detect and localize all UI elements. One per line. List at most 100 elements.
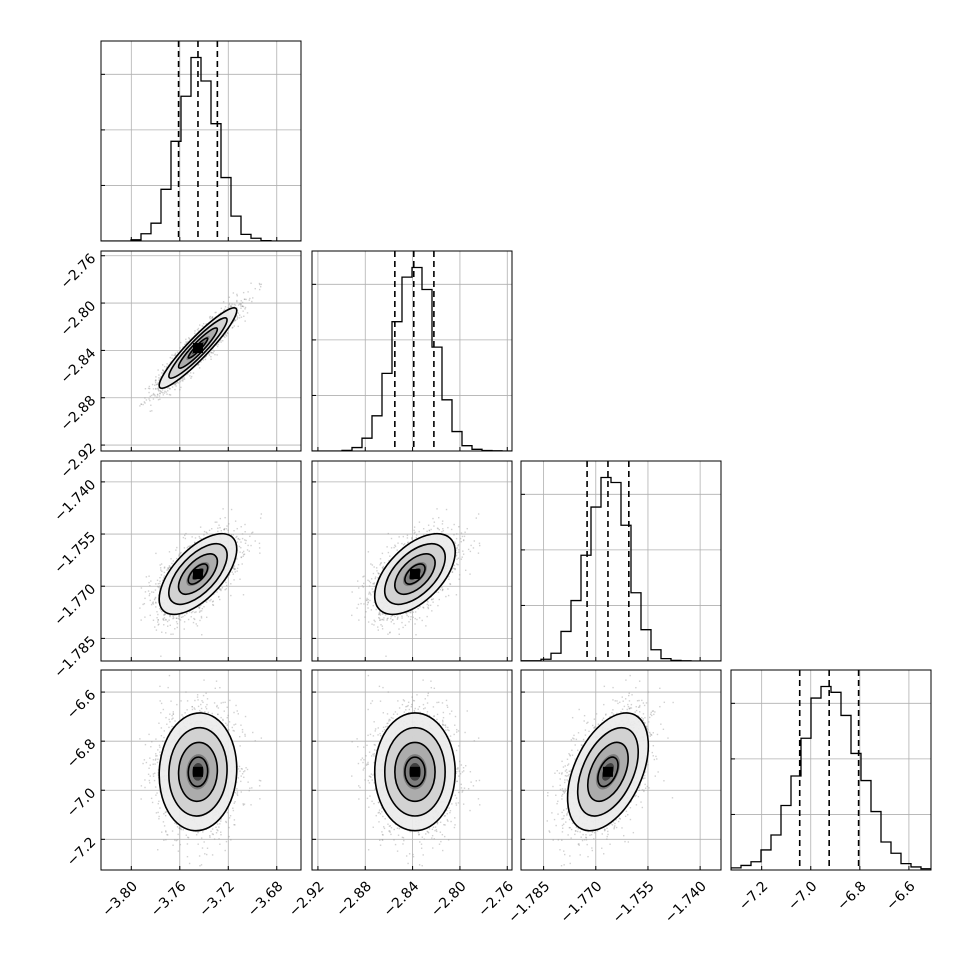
sample-point: [149, 387, 151, 390]
sample-point: [172, 560, 175, 562]
sample-point: [230, 594, 232, 597]
sample-point: [172, 633, 174, 635]
sample-point: [188, 338, 191, 340]
sample-point: [182, 346, 184, 349]
sample-point: [160, 390, 162, 393]
sample-point: [180, 616, 183, 618]
sample-point: [161, 631, 163, 633]
sample-point: [175, 617, 178, 619]
sample-point: [165, 619, 167, 621]
sample-point: [236, 315, 238, 317]
sample-point: [226, 335, 228, 337]
sample-point: [212, 600, 214, 602]
sample-point: [161, 372, 163, 374]
sample-point: [374, 577, 376, 580]
sample-point: [225, 581, 227, 584]
sample-point: [199, 537, 201, 539]
sample-point: [250, 282, 252, 284]
sample-point: [223, 528, 225, 531]
sample-point: [162, 618, 164, 621]
sample-point: [225, 528, 228, 530]
sample-point: [235, 557, 238, 559]
sample-point: [361, 585, 364, 587]
sample-point: [449, 583, 451, 585]
sample-point: [171, 357, 173, 359]
sample-point: [241, 533, 244, 535]
sample-point: [223, 528, 225, 531]
sample-point: [233, 325, 236, 327]
sample-point: [142, 403, 144, 406]
sample-point: [178, 553, 180, 555]
sample-point: [216, 521, 218, 523]
sample-point: [402, 544, 405, 546]
sample-point: [386, 618, 389, 620]
sample-point: [198, 330, 200, 332]
sample-point: [410, 610, 412, 612]
sample-point: [163, 614, 165, 616]
sample-point: [254, 287, 256, 290]
sample-point: [158, 379, 160, 381]
sample-point: [242, 310, 244, 312]
sample-point: [185, 338, 187, 341]
sample-point: [201, 634, 203, 636]
sample-point: [157, 389, 160, 391]
sample-point: [148, 581, 150, 584]
sample-point: [442, 530, 445, 532]
sample-point: [154, 384, 156, 386]
sample-point: [216, 354, 218, 356]
sample-point: [244, 308, 246, 310]
histogram-step: [312, 266, 512, 451]
sample-point: [211, 317, 213, 319]
sample-point: [373, 585, 376, 588]
sample-point: [241, 552, 244, 554]
sample-point: [211, 528, 213, 530]
sample-point: [167, 364, 170, 367]
sample-point: [155, 601, 157, 604]
sample-point: [205, 600, 207, 603]
sample-point: [251, 532, 253, 534]
sample-point: [230, 305, 232, 307]
sample-point: [197, 363, 199, 366]
sample-point: [210, 358, 212, 360]
sample-point: [455, 549, 457, 552]
sample-point: [172, 615, 174, 618]
sample-point: [213, 593, 215, 595]
sample-point: [219, 598, 221, 601]
sample-point: [164, 390, 166, 393]
sample-point: [169, 566, 172, 569]
sample-point: [143, 401, 146, 403]
sample-point: [239, 538, 241, 541]
sample-point: [155, 606, 157, 608]
panel-frame: [100, 40, 302, 242]
sample-point: [195, 611, 197, 613]
sample-point: [170, 360, 172, 363]
panel-frame: [311, 250, 513, 452]
sample-point: [159, 580, 161, 582]
sample-point: [199, 604, 201, 607]
sample-point: [241, 305, 243, 307]
sample-point: [169, 615, 171, 618]
sample-point: [157, 621, 159, 623]
sample-point: [380, 624, 382, 626]
sample-point: [163, 571, 166, 574]
sample-point: [209, 315, 212, 318]
sample-point: [205, 531, 207, 533]
sample-point: [181, 377, 183, 380]
sample-point: [160, 391, 163, 393]
sample-point: [175, 385, 177, 387]
sample-point: [143, 602, 146, 605]
panel-content: [312, 461, 512, 661]
sample-point: [159, 378, 161, 380]
sample-point: [152, 603, 155, 605]
sample-point: [367, 579, 369, 581]
sample-point: [186, 612, 188, 614]
sample-point: [252, 297, 254, 299]
sample-point: [203, 534, 205, 536]
sample-point: [216, 591, 218, 593]
sample-point: [215, 311, 217, 314]
sample-point: [208, 316, 211, 318]
sample-point: [144, 397, 146, 399]
sample-point: [179, 552, 181, 555]
sample-point: [204, 356, 206, 359]
sample-point: [145, 576, 148, 578]
